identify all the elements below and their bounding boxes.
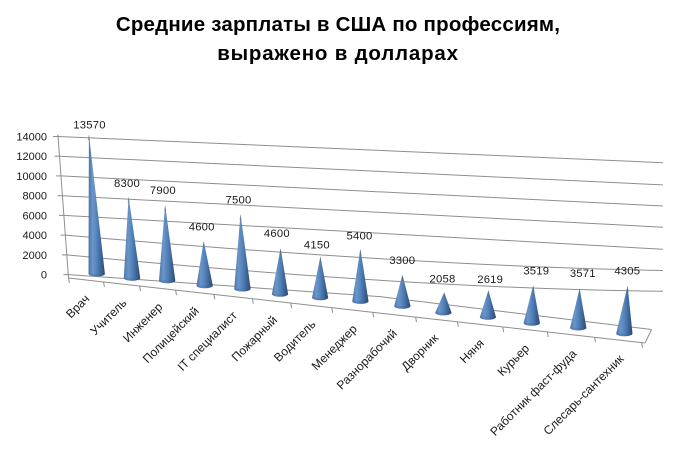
- svg-text:8000: 8000: [23, 191, 47, 203]
- svg-text:3571: 3571: [570, 268, 596, 280]
- svg-text:3519: 3519: [523, 265, 549, 277]
- svg-text:8300: 8300: [114, 178, 140, 190]
- svg-text:2619: 2619: [477, 274, 503, 286]
- svg-text:7500: 7500: [226, 195, 252, 207]
- svg-text:4000: 4000: [23, 230, 47, 242]
- svg-text:6000: 6000: [23, 210, 47, 222]
- svg-text:4305: 4305: [614, 265, 640, 277]
- svg-text:4150: 4150: [304, 239, 330, 251]
- svg-text:2000: 2000: [23, 250, 47, 262]
- svg-text:4600: 4600: [189, 222, 215, 234]
- svg-text:Няня: Няня: [457, 336, 487, 366]
- svg-text:10000: 10000: [16, 171, 47, 183]
- svg-text:Врач: Врач: [63, 292, 92, 321]
- svg-text:14000: 14000: [16, 132, 47, 144]
- svg-text:2058: 2058: [430, 274, 456, 286]
- svg-text:7900: 7900: [150, 185, 176, 197]
- svg-text:13570: 13570: [73, 120, 105, 132]
- svg-text:Курьер: Курьер: [495, 341, 533, 379]
- svg-text:4600: 4600: [264, 228, 290, 240]
- svg-text:0: 0: [41, 270, 47, 282]
- svg-text:5400: 5400: [347, 231, 373, 243]
- svg-text:Работник фаст-фуда: Работник фаст-фуда: [487, 346, 579, 438]
- svg-text:Дворник: Дворник: [398, 330, 441, 373]
- svg-text:3300: 3300: [389, 255, 415, 267]
- svg-text:12000: 12000: [16, 151, 47, 163]
